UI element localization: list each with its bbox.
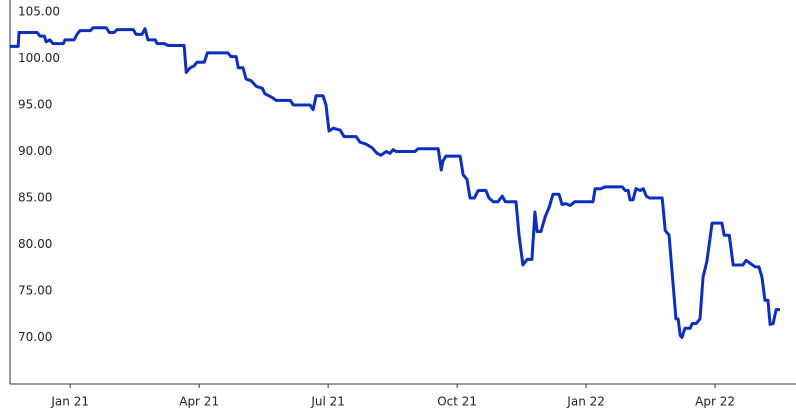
price-line [10,26,780,339]
y-tick-label: 95.00 [18,98,52,112]
y-tick-label: 75.00 [18,284,52,298]
x-tick-label: Jan 21 [50,395,89,409]
y-tick-label: 100.00 [18,51,60,65]
y-tick-label: 70.00 [18,330,52,344]
y-tick-label: 90.00 [18,144,52,158]
x-tick-label: Jan 22 [566,395,605,409]
y-tick-label: 80.00 [18,237,52,251]
x-tick-label: Oct 21 [437,395,477,409]
x-tick-label: Apr 21 [179,395,219,409]
y-tick-label: 105.00 [18,5,60,19]
x-tick-label: Jul 21 [310,395,345,409]
y-tick-label: 85.00 [18,191,52,205]
x-tick-label: Apr 22 [695,395,735,409]
